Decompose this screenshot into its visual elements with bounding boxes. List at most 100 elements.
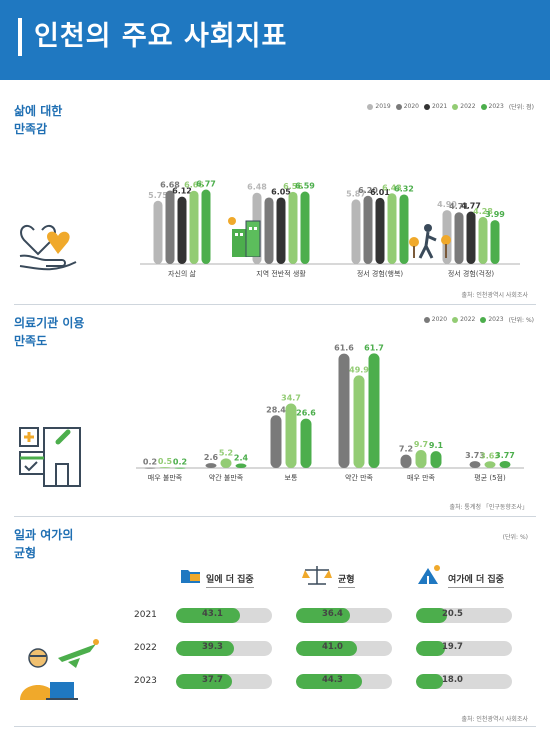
chart1-bar-1-2021 [276, 197, 286, 264]
section2-title: 의료기관 이용 만족도 [14, 316, 85, 348]
section1-legend-2019: 2019 [367, 103, 391, 110]
chart1-bar-3-2020 [454, 212, 464, 264]
balance-fill [416, 674, 443, 689]
section1-legend-2020: 2020 [395, 103, 419, 110]
section1-legend-2023: 2023 [480, 103, 504, 110]
chart2-bar-2-2022 [285, 403, 297, 468]
balance-value: 43.1 [202, 609, 223, 619]
chart2-value-1-2020: 2.6 [204, 453, 219, 462]
chart1-bar-3-2022 [478, 216, 488, 264]
balance-pill-2022-1: 41.0 [296, 641, 392, 656]
section1-legend-2022: 2022 [452, 103, 476, 110]
city-building-icon [228, 217, 261, 257]
balance-value: 18.0 [442, 675, 463, 685]
balance-value: 36.4 [322, 609, 343, 619]
chart1-bar-1-2023 [300, 191, 310, 264]
chart2-value-0-2020: 0.2 [143, 458, 157, 467]
header-accent-bar [18, 18, 22, 56]
section1-unit: (단위: 점) [508, 104, 534, 111]
chart1-bar-1-2022 [288, 191, 298, 264]
chart2-value-4-2022: 9.7 [414, 440, 428, 449]
chart1-value-3-2021: 4.77 [461, 202, 481, 211]
col-header-balance: 균형 [338, 572, 355, 588]
section1-title: 삶에 대한 만족감 [14, 104, 63, 136]
balance-fill [296, 641, 357, 656]
balance-year-2023: 2023 [134, 676, 157, 686]
chart2-value-3-2020: 61.6 [334, 344, 354, 353]
chart1-bar-0-2021 [177, 196, 187, 264]
heart-in-hand-icon [19, 224, 77, 271]
chart2-value-5-2023: 3.77 [495, 451, 515, 460]
chart2-value-2-2022: 34.7 [281, 394, 301, 403]
chart2-bar-1-2020 [205, 463, 217, 468]
chart1-bar-3-2021 [466, 211, 476, 264]
balance-pill-2023-0: 37.7 [176, 674, 272, 689]
chart1-value-3-2022: 4.28 [473, 207, 493, 216]
divider-1 [14, 304, 536, 305]
balance-year-2021: 2021 [134, 610, 157, 620]
chart2-category-4: 매우 만족 [407, 473, 436, 482]
chart2-bar-3-2023 [368, 353, 380, 468]
section1-legend: 2019 2020 2021 2022 2023 (단위: 점) [367, 102, 534, 111]
chart2-bar-4-2020 [400, 454, 412, 468]
chart2-category-0: 매우 불만족 [148, 473, 183, 482]
hospital-icon [19, 427, 81, 487]
chart1-value-0-2021: 6.12 [172, 187, 192, 196]
chart1-value-0-2022: 6.66 [184, 181, 204, 190]
chart1-bar-0-2020 [165, 190, 175, 264]
balance-value: 37.7 [202, 675, 223, 685]
chart1-bar-3-2023 [490, 220, 500, 264]
chart2-bar-5-2023 [499, 460, 511, 468]
section1-source: 출처: 인천광역시 사회조사 [461, 292, 528, 299]
chart1-value-3-2020: 4.71 [449, 202, 469, 211]
chart2-value-4-2023: 9.1 [429, 441, 444, 450]
chart1-bar-2-2021 [375, 197, 385, 264]
balance-fill [176, 608, 241, 623]
chart1-value-0-2020: 6.68 [160, 181, 180, 190]
balance-value: 20.5 [442, 609, 463, 619]
chart2-bar-3-2020 [338, 353, 350, 468]
chart1-category-1: 지역 전반적 생활 [256, 269, 306, 278]
section2-legend-2020: 2020 [423, 316, 447, 323]
chart2-value-0-2023: 0.2 [173, 458, 187, 467]
chart2-bar-3-2022 [353, 375, 365, 468]
balance-fill [416, 641, 446, 656]
chart2-bar-0-2023 [174, 467, 186, 469]
balance-value: 41.0 [322, 642, 343, 652]
section3-title: 일과 여가의 균형 [14, 528, 74, 560]
chart2-value-3-2023: 61.7 [364, 343, 384, 352]
balance-year-2022: 2022 [134, 643, 157, 653]
chart2-value-4-2020: 7.2 [399, 445, 413, 454]
chart1-value-2-2021: 6.01 [370, 188, 390, 197]
section1-legend-2021: 2021 [423, 103, 447, 110]
balance-pill-2021-0: 43.1 [176, 608, 272, 623]
section3-source: 출처: 인천광역시 사회조사 [461, 716, 528, 723]
balance-pill-2022-2: 19.7 [416, 641, 512, 656]
chart1-value-3-2023: 3.99 [485, 210, 505, 219]
chart1-category-0: 자신의 삶 [168, 269, 197, 278]
chart2-bar-2-2023 [300, 418, 312, 468]
chart1-bar-1-2020 [264, 197, 274, 264]
medical-satisfaction-chart: 0.2 0.5 0.2 매우 불만족 2.65.22.4 약간 불만족 28.4 34.7 26… [136, 343, 524, 482]
chart2-value-1-2022: 5.2 [219, 448, 233, 457]
chart2-value-5-2022: 3.63 [480, 451, 500, 460]
chart2-bar-4-2022 [415, 449, 427, 468]
section2-unit: (단위: %) [508, 317, 534, 324]
chart2-value-2-2020: 28.4 [266, 405, 286, 414]
scale-icon [302, 566, 332, 585]
chart2-bar-2-2020 [270, 415, 282, 468]
col-header-leisure: 여가에 더 집중 [448, 572, 504, 588]
divider-2 [14, 516, 536, 517]
chart1-bar-2-2023 [399, 194, 409, 264]
page-title: 인천의 주요 사회지표 [34, 21, 288, 52]
balance-value: 19.7 [442, 642, 463, 652]
chart2-bar-0-2020 [144, 467, 156, 469]
chart2-bar-5-2020 [469, 461, 481, 468]
chart1-bar-0-2019 [153, 200, 163, 264]
col-header-work: 일에 더 집중 [206, 572, 254, 588]
chart2-bar-1-2023 [235, 463, 247, 468]
chart1-value-2-2022: 6.43 [382, 183, 402, 192]
chart2-value-1-2023: 2.4 [234, 454, 249, 463]
chart2-bar-5-2022 [484, 461, 496, 468]
balance-fill [176, 674, 233, 689]
